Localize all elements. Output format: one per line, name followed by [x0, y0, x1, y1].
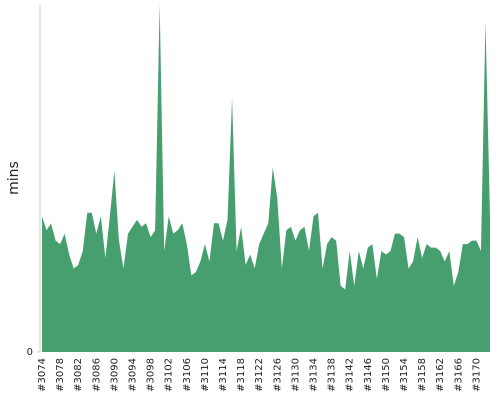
x-tick-label: #3154 — [399, 358, 410, 392]
x-tick-label: #3098 — [146, 358, 157, 392]
x-tick-label: #3138 — [327, 358, 338, 392]
x-tick-label: #3142 — [345, 358, 356, 392]
x-tick-label: #3134 — [309, 358, 320, 392]
x-tick-label: #3086 — [91, 358, 102, 392]
x-tick-label: #3122 — [254, 358, 265, 392]
x-tick-label: #3166 — [453, 358, 464, 392]
x-tick-label: #3106 — [182, 358, 193, 392]
x-tick-label: #3114 — [218, 358, 229, 392]
x-tick-label: #3074 — [37, 358, 48, 392]
x-tick-label: #3170 — [471, 358, 482, 392]
x-tick-label: #3102 — [164, 358, 175, 392]
y-tick-label: 0 — [27, 347, 33, 358]
x-tick-label: #3118 — [236, 358, 247, 392]
x-tick-label: #3162 — [435, 358, 446, 392]
x-tick-label: #3126 — [272, 358, 283, 392]
y-axis-label: mins — [6, 161, 22, 195]
x-tick-label: #3082 — [73, 358, 84, 392]
x-tick-label: #3078 — [55, 358, 66, 392]
x-tick-label: #3146 — [363, 358, 374, 392]
x-tick-label: #3158 — [417, 358, 428, 392]
x-tick-label: #3090 — [109, 358, 120, 392]
area — [42, 4, 490, 352]
x-tick-label: #3110 — [200, 358, 211, 392]
x-tick-label: #3094 — [128, 358, 139, 392]
x-tick-label: #3130 — [290, 358, 301, 392]
x-tick-label: #3150 — [381, 358, 392, 392]
